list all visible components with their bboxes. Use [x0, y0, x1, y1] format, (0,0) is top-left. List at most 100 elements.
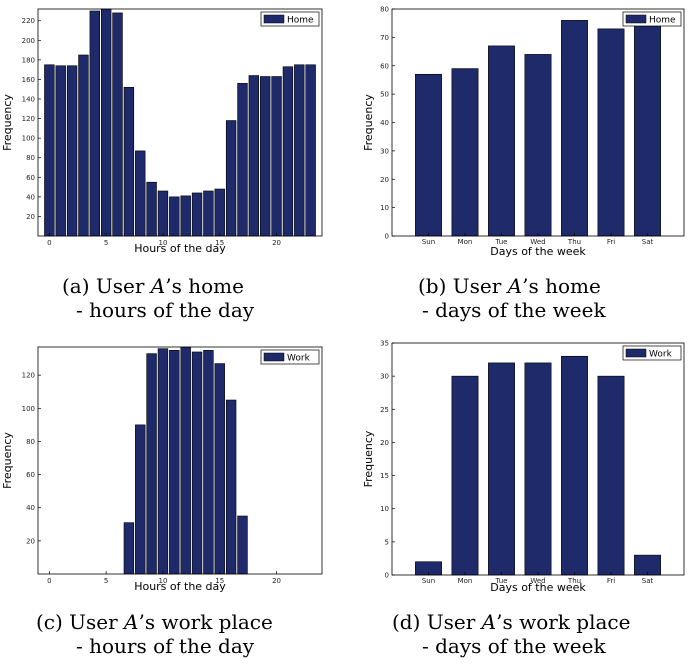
x-tick-label-a: 10 — [158, 239, 167, 247]
legend-swatch-b — [625, 14, 647, 24]
bar-a-h8 — [135, 150, 146, 237]
y-tick-label-b: 50 — [380, 91, 389, 99]
x-tick-label-a: 5 — [104, 239, 108, 247]
plot-frame-c — [37, 346, 323, 575]
bar-a-h19 — [260, 76, 271, 237]
x-tick-label-d-fri: Fri — [607, 577, 615, 585]
bar-c-h9 — [146, 353, 157, 575]
y-tick-label-a: 80 — [26, 154, 35, 162]
bar-a-h17 — [237, 83, 248, 237]
caption-c: (c) User A’s work place - hours of the d… — [36, 610, 273, 658]
y-tick-label-b: 40 — [380, 119, 389, 127]
x-tick-label-b-fri: Fri — [607, 238, 615, 246]
bar-a-h22 — [294, 64, 305, 237]
x-tick-label-b-sat: Sat — [642, 238, 654, 246]
x-axis-label-d: Days of the week — [490, 581, 586, 594]
x-tick-label-a: 15 — [215, 239, 224, 247]
bar-d-wed — [524, 362, 552, 576]
caption-b-line2: - days of the week — [422, 298, 606, 322]
bar-b-fri — [597, 28, 625, 237]
legend-d: Work — [622, 345, 682, 361]
bar-c-h8 — [135, 424, 146, 575]
y-tick-label-b: 70 — [380, 34, 389, 42]
bar-a-h15 — [214, 188, 225, 237]
y-tick-label-b: 60 — [380, 62, 389, 70]
y-axis-label-d: Frequency — [362, 430, 375, 487]
x-tick-label-b-wed: Wed — [530, 238, 545, 246]
bar-a-h11 — [169, 196, 180, 237]
y-tick-label-a: 120 — [22, 115, 35, 123]
caption-a-line1: (a) User A’s home — [62, 274, 244, 298]
bar-d-mon — [451, 375, 479, 576]
bar-c-h14 — [203, 350, 214, 575]
y-tick-label-c: 40 — [26, 504, 35, 512]
x-tick-label-c: 0 — [47, 577, 51, 585]
x-tick-label-c: 20 — [272, 577, 281, 585]
caption-d-line1: (d) User A’s work place — [392, 610, 631, 634]
caption-c-line1: (c) User A’s work place — [36, 610, 273, 634]
x-tick-label-b-sun: Sun — [422, 238, 435, 246]
bar-a-h1 — [55, 65, 66, 237]
bar-a-h7 — [123, 86, 135, 237]
y-axis-label-a: Frequency — [1, 94, 14, 151]
y-tick-label-a: 180 — [22, 56, 35, 64]
x-tick-label-c: 15 — [215, 577, 224, 585]
bar-a-h4 — [89, 10, 100, 237]
bar-a-h23 — [305, 64, 316, 237]
bar-a-h6 — [112, 12, 123, 237]
bar-a-h10 — [157, 190, 169, 237]
bar-a-h13 — [191, 192, 203, 237]
y-tick-label-b: 80 — [380, 6, 389, 14]
bar-d-fri — [597, 375, 625, 576]
caption-a-line2: - hours of the day — [76, 298, 255, 322]
y-tick-label-b: 0 — [385, 233, 389, 241]
y-tick-label-d: 25 — [380, 406, 389, 414]
y-tick-label-a: 100 — [22, 135, 35, 143]
bar-c-h16 — [225, 399, 237, 575]
legend-swatch-c — [263, 352, 285, 362]
y-tick-label-c: 20 — [26, 537, 35, 545]
chart-panel-d: 0 5 10 15 20 25 30 35 Sun Mon Tue Wed Thu Fri Sat Days … — [350, 338, 688, 602]
bar-d-tue — [488, 362, 515, 576]
legend-label-c: Work — [287, 354, 311, 364]
y-tick-label-a: 60 — [26, 174, 35, 182]
bar-a-h20 — [271, 76, 282, 237]
y-tick-label-a: 140 — [22, 96, 35, 104]
x-tick-label-d-sun: Sun — [422, 577, 435, 585]
x-tick-label-b-mon: Mon — [458, 238, 473, 246]
bar-b-wed — [524, 54, 552, 237]
bar-c-h12 — [180, 346, 191, 575]
y-tick-label-a: 20 — [26, 213, 35, 221]
bar-d-thu — [561, 355, 588, 576]
chart-a-svg: 20 40 60 80 100 120 140 160 180 200 220 0 5 10 15 20 Hou… — [1, 8, 323, 255]
x-tick-label-c: 10 — [158, 577, 167, 585]
y-tick-label-d: 20 — [380, 439, 389, 447]
plot-frame-a — [37, 8, 323, 237]
y-tick-label-d: 15 — [380, 472, 389, 480]
legend-swatch-d — [625, 348, 647, 358]
chart-panel-a: 20 40 60 80 100 120 140 160 180 200 220 0 5 10 15 20 Hou… — [0, 0, 330, 262]
chart-c-svg: 20 40 60 80 100 120 0 5 10 15 20 Hours of the day Fr… — [1, 346, 323, 593]
y-axis-label-c: Frequency — [1, 432, 14, 489]
x-tick-label-d-wed: Wed — [530, 577, 545, 585]
y-tick-label-d: 0 — [385, 572, 389, 580]
bar-a-h3 — [78, 54, 89, 237]
bar-a-h5 — [100, 8, 112, 237]
bar-a-h0 — [44, 64, 55, 237]
bar-c-h17 — [237, 515, 248, 575]
bar-b-tue — [488, 45, 515, 237]
x-tick-label-d-mon: Mon — [458, 577, 473, 585]
y-tick-label-a: 160 — [22, 76, 35, 84]
legend-label-b: Home — [649, 16, 676, 26]
y-tick-label-c: 120 — [22, 372, 35, 380]
bar-c-h13 — [191, 351, 203, 575]
bar-a-h21 — [282, 66, 294, 237]
x-tick-label-d-sat: Sat — [642, 577, 654, 585]
x-axis-label-a: Hours of the day — [134, 242, 226, 255]
y-tick-label-d: 35 — [380, 340, 389, 348]
chart-d-svg: 0 5 10 15 20 25 30 35 Sun Mon Tue Wed Thu Fri Sat Days … — [362, 340, 685, 594]
chart-panel-b: 0 10 20 30 40 50 60 70 80 Sun Mon Tue Wed Thu Fri Sat Da… — [350, 0, 688, 262]
bar-a-h18 — [248, 75, 260, 237]
bar-a-h9 — [146, 181, 157, 237]
x-tick-label-b-thu: Thu — [567, 238, 581, 246]
